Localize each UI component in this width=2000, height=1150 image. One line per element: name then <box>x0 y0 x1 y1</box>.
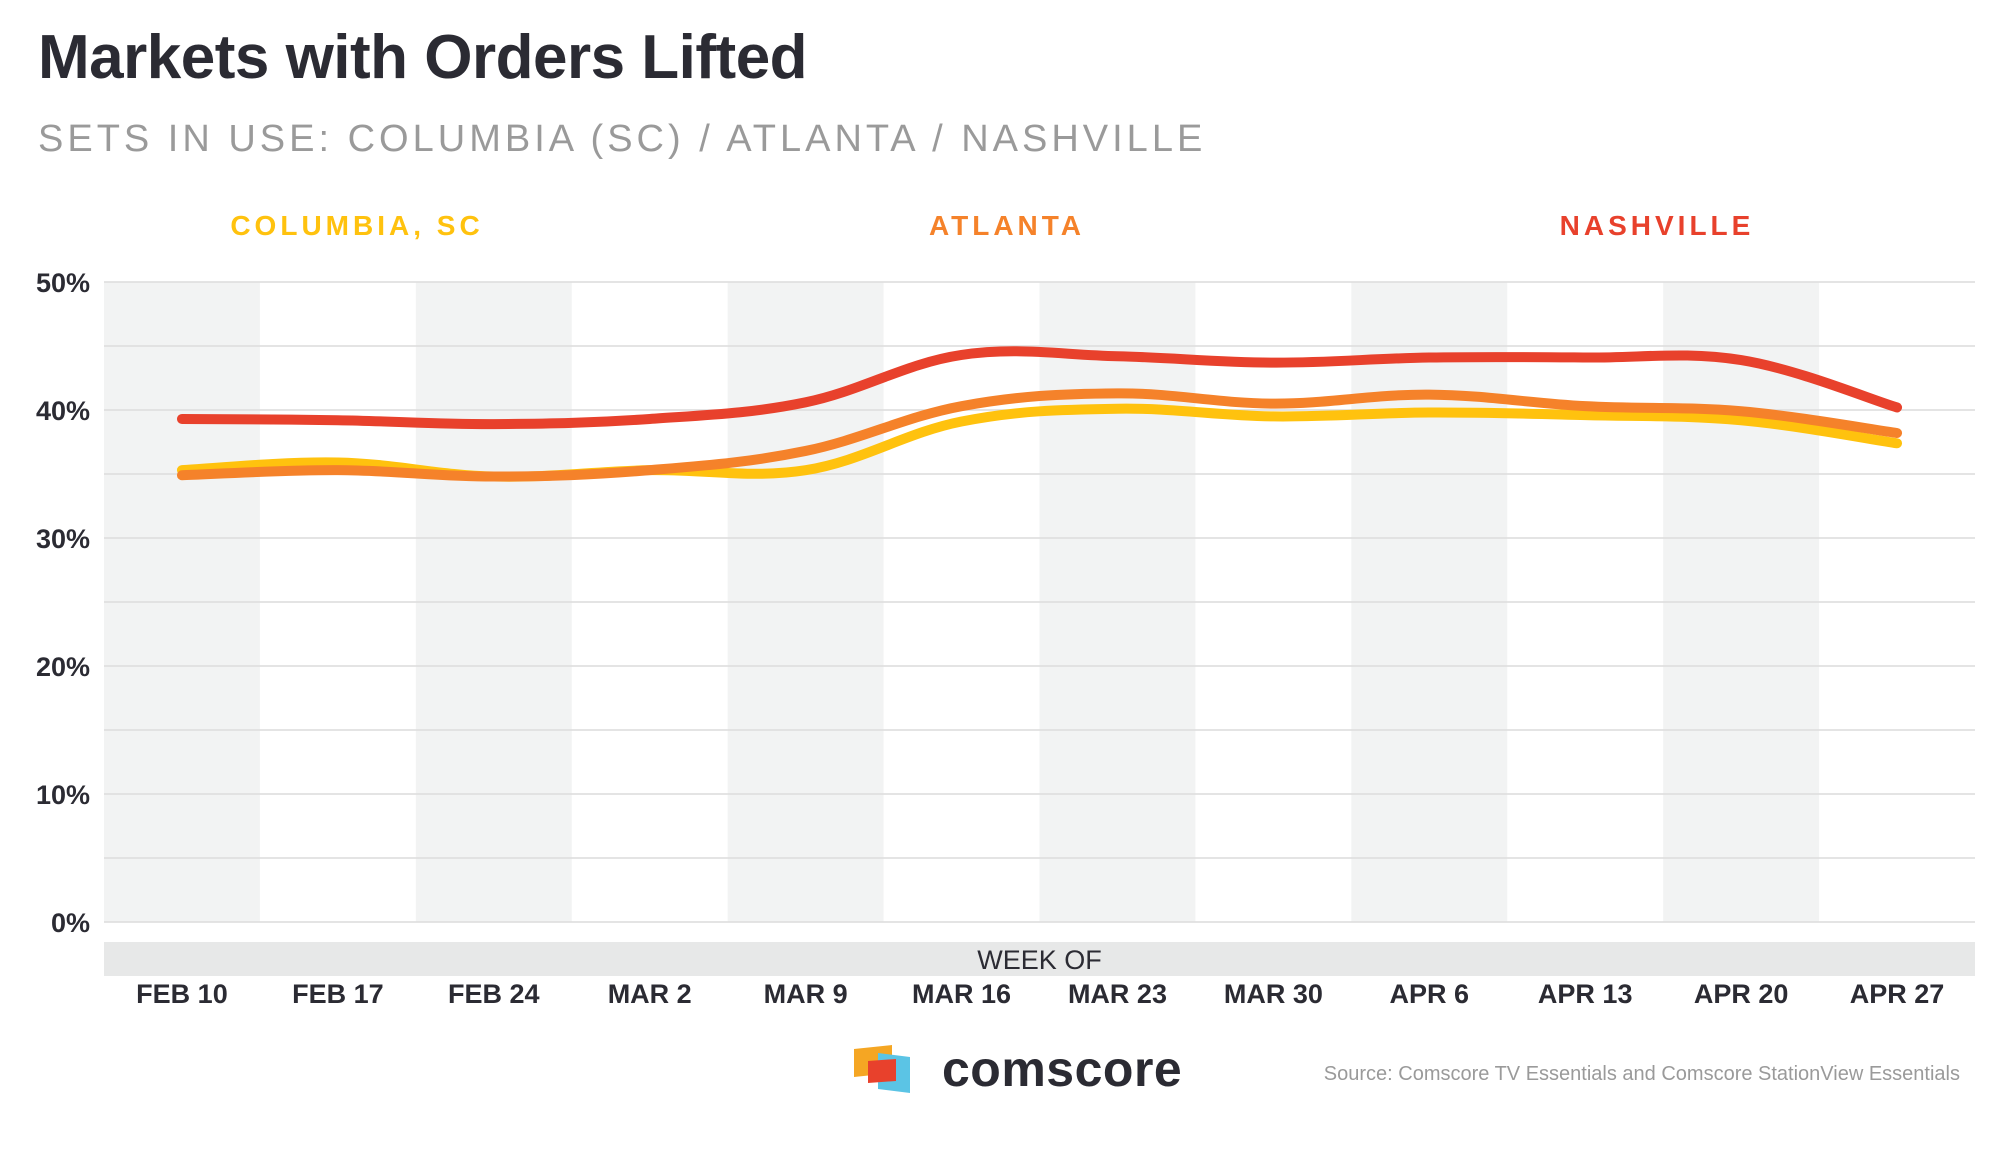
comscore-logo-text: comscore <box>942 1041 1183 1097</box>
x-tick-label: FEB 24 <box>448 979 540 1009</box>
series-line-nashville <box>176 346 1903 430</box>
series-line-atlanta <box>176 388 1903 482</box>
x-tick-label: MAR 9 <box>764 979 848 1009</box>
x-tick-label: FEB 10 <box>136 979 228 1009</box>
y-tick-label: 10% <box>36 780 90 810</box>
x-tick-label: MAR 16 <box>912 979 1011 1009</box>
x-tick-label: MAR 2 <box>608 979 692 1009</box>
x-tick-label: APR 13 <box>1538 979 1633 1009</box>
chart-title: Markets with Orders Lifted <box>38 23 808 92</box>
comscore-logo-icon <box>854 1045 910 1093</box>
source-note: Source: Comscore TV Essentials and Comsc… <box>1323 1063 1960 1085</box>
x-tick-label: MAR 30 <box>1224 979 1323 1009</box>
x-tick-label: MAR 23 <box>1068 979 1167 1009</box>
legend-item-nashville: NASHVILLE <box>1559 210 1755 241</box>
chart-subtitle: SETS IN USE: COLUMBIA (SC) / ATLANTA / N… <box>38 118 1207 160</box>
y-tick-label: 50% <box>36 268 90 298</box>
comscore-logo: comscore <box>850 1040 1182 1098</box>
y-tick-label: 20% <box>36 652 90 682</box>
x-tick-label: APR 20 <box>1694 979 1789 1009</box>
x-axis-label: WEEK OF <box>977 945 1102 975</box>
y-tick-label: 0% <box>51 908 90 938</box>
y-tick-label: 30% <box>36 524 90 554</box>
y-tick-label: 40% <box>36 396 90 426</box>
x-axis-strip <box>104 942 1975 976</box>
legend-item-columbia: COLUMBIA, SC <box>230 210 484 241</box>
x-tick-label: APR 6 <box>1390 979 1470 1009</box>
x-tick-label: FEB 17 <box>292 979 384 1009</box>
legend-item-atlanta: ATLANTA <box>928 210 1086 241</box>
x-tick-label: APR 27 <box>1850 979 1945 1009</box>
